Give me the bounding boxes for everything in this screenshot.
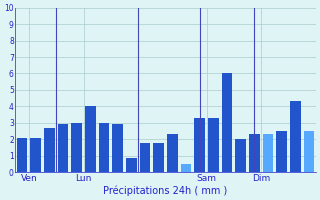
Bar [235,139,246,172]
Bar [71,123,82,172]
Bar [208,118,219,172]
Bar [44,128,55,172]
Bar [221,73,232,172]
Bar [58,124,68,172]
Bar [249,134,260,172]
Bar [112,124,123,172]
Bar [276,131,287,172]
Bar [194,118,205,172]
Bar [126,158,137,172]
Bar [290,101,301,172]
X-axis label: Précipitations 24h ( mm ): Précipitations 24h ( mm ) [103,185,228,196]
Bar [17,138,28,172]
Bar [85,106,96,172]
Bar [153,143,164,172]
Bar [140,143,150,172]
Bar [30,138,41,172]
Bar [99,123,109,172]
Bar [262,134,274,172]
Bar [167,134,178,172]
Bar [304,131,315,172]
Bar [180,164,191,172]
